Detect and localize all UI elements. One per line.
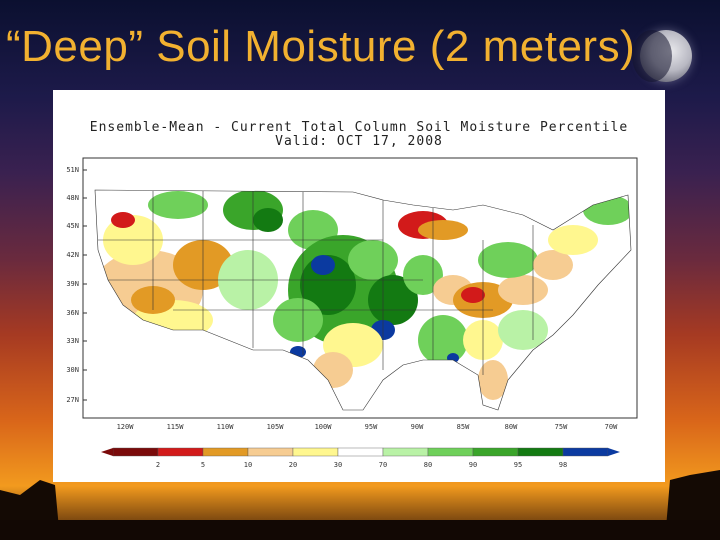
lat-label: 30N: [66, 366, 79, 374]
colorbar-swatch: [427, 447, 474, 457]
lon-label: 110W: [217, 423, 235, 431]
lat-label: 45N: [66, 222, 79, 230]
moon-graphic: [632, 30, 692, 82]
boundary-lines: [94, 189, 632, 411]
colorbar-swatch: [112, 447, 159, 457]
colorbar-tick-label: 30: [334, 461, 342, 469]
lat-label: 27N: [66, 396, 79, 404]
colorbar-arrow-left: [101, 448, 113, 456]
colorbar-swatch: [337, 447, 384, 457]
lat-label: 42N: [66, 251, 79, 259]
lat-label: 48N: [66, 194, 79, 202]
desert-silhouette: [0, 470, 720, 540]
lat-label: 51N: [66, 166, 79, 174]
lat-label: 36N: [66, 309, 79, 317]
colorbar-tick-label: 95: [514, 461, 522, 469]
latitude-axis: 51N 48N 45N 42N 39N 36N 33N 30N 27N: [66, 166, 87, 404]
colorbar-tick-label: 70: [379, 461, 387, 469]
colorbar-swatch: [517, 447, 564, 457]
colorbar-labels: 2 5 10 20 30 70 80 90 95 98: [156, 461, 567, 469]
colorbar-swatch: [382, 447, 429, 457]
lon-label: 85W: [457, 423, 470, 431]
longitude-axis: 120W 115W 110W 105W 100W 95W 90W 85W 80W…: [117, 423, 619, 431]
lon-label: 95W: [365, 423, 378, 431]
map-figure: 51N 48N 45N 42N 39N 36N 33N 30N 27N 120W…: [66, 157, 638, 469]
colorbar: [101, 447, 620, 457]
colorbar-arrow-right: [608, 448, 620, 456]
colorbar-swatch: [247, 447, 294, 457]
colorbar-swatch: [562, 447, 609, 457]
lon-label: 100W: [315, 423, 333, 431]
lon-label: 120W: [117, 423, 135, 431]
slide-title: “Deep” Soil Moisture (2 meters): [6, 22, 636, 71]
colorbar-swatch: [157, 447, 204, 457]
map-valid-date: Valid: OCT 17, 2008: [275, 134, 443, 149]
colorbar-swatch: [202, 447, 249, 457]
lon-label: 105W: [267, 423, 285, 431]
lon-label: 90W: [411, 423, 424, 431]
colorbar-tick-label: 20: [289, 461, 297, 469]
colorbar-tick-label: 80: [424, 461, 432, 469]
colorbar-tick-label: 10: [244, 461, 252, 469]
colorbar-tick-label: 98: [559, 461, 567, 469]
colorbar-swatch: [292, 447, 339, 457]
lon-label: 75W: [555, 423, 568, 431]
lon-label: 115W: [167, 423, 185, 431]
lat-label: 39N: [66, 280, 79, 288]
lon-label: 70W: [605, 423, 618, 431]
colorbar-swatch: [472, 447, 519, 457]
colorbar-tick-label: 2: [156, 461, 160, 469]
colorbar-tick-label: 90: [469, 461, 477, 469]
lat-label: 33N: [66, 337, 79, 345]
soil-moisture-map-panel: Ensemble-Mean - Current Total Column Soi…: [53, 90, 665, 482]
colorbar-tick-label: 5: [201, 461, 205, 469]
lon-label: 80W: [505, 423, 518, 431]
map-title: Ensemble-Mean - Current Total Column Soi…: [89, 120, 629, 135]
